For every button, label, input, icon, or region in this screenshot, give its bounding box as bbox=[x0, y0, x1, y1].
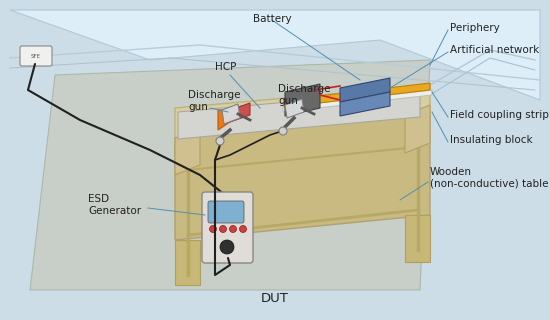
Text: Artificial network: Artificial network bbox=[450, 45, 539, 55]
Circle shape bbox=[210, 226, 217, 233]
Polygon shape bbox=[222, 104, 240, 124]
FancyBboxPatch shape bbox=[202, 192, 253, 263]
Text: Discharge
gun: Discharge gun bbox=[188, 90, 240, 112]
Circle shape bbox=[239, 226, 246, 233]
Text: Field coupling strip: Field coupling strip bbox=[450, 110, 549, 120]
Polygon shape bbox=[340, 78, 390, 102]
FancyBboxPatch shape bbox=[208, 201, 244, 223]
FancyBboxPatch shape bbox=[20, 46, 52, 66]
Text: HCP: HCP bbox=[215, 62, 236, 72]
Text: Discharge
gun: Discharge gun bbox=[278, 84, 331, 106]
Text: Battery: Battery bbox=[252, 14, 292, 24]
Text: DUT: DUT bbox=[261, 292, 289, 305]
Polygon shape bbox=[405, 105, 430, 153]
Polygon shape bbox=[285, 83, 430, 107]
Text: SFE: SFE bbox=[31, 53, 41, 59]
Text: ESD
Generator: ESD Generator bbox=[88, 194, 141, 216]
Circle shape bbox=[216, 137, 224, 145]
Circle shape bbox=[219, 226, 227, 233]
Text: Insulating block: Insulating block bbox=[450, 135, 532, 145]
Polygon shape bbox=[175, 128, 200, 175]
Polygon shape bbox=[175, 115, 430, 240]
Polygon shape bbox=[340, 92, 390, 116]
Polygon shape bbox=[283, 90, 432, 112]
Polygon shape bbox=[230, 103, 250, 122]
Polygon shape bbox=[175, 85, 430, 138]
Text: Wooden
(non-conductive) table: Wooden (non-conductive) table bbox=[430, 167, 548, 189]
Polygon shape bbox=[405, 215, 430, 262]
Circle shape bbox=[229, 226, 236, 233]
Polygon shape bbox=[218, 110, 248, 130]
Polygon shape bbox=[178, 90, 420, 139]
Circle shape bbox=[279, 127, 287, 135]
Polygon shape bbox=[10, 10, 540, 100]
Circle shape bbox=[220, 240, 234, 254]
Text: Periphery: Periphery bbox=[450, 23, 500, 33]
Polygon shape bbox=[30, 60, 430, 290]
Polygon shape bbox=[285, 99, 304, 118]
Polygon shape bbox=[285, 84, 320, 116]
Polygon shape bbox=[175, 240, 200, 285]
